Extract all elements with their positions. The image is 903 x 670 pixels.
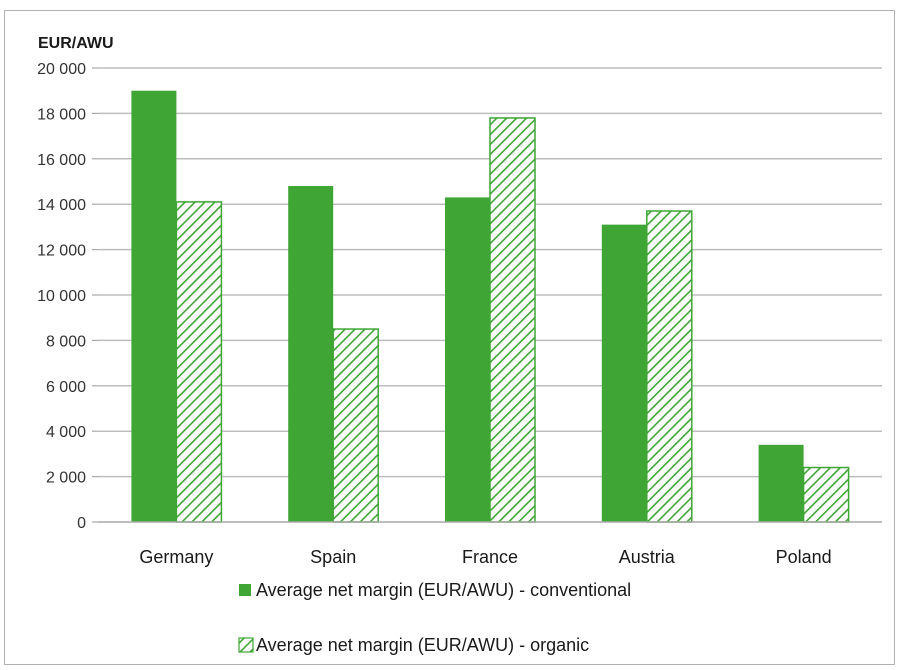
bar-organic-austria (646, 210, 693, 523)
bars (131, 90, 850, 523)
bar-organic-germany (175, 201, 223, 523)
x-axis-category-labels: Germany Spain France Austria Poland (139, 547, 831, 567)
y-tick-label: 16 000 (37, 152, 86, 169)
bar-conventional-germany (131, 90, 177, 522)
y-tick-label: 10 000 (37, 288, 86, 305)
legend-swatch-conventional (239, 584, 251, 596)
bar-conventional-spain (288, 186, 334, 523)
legend-swatch-organic (238, 637, 254, 653)
y-tick-label: 8 000 (46, 333, 86, 350)
y-tick-label: 4 000 (46, 424, 86, 441)
legend-label-conventional: Average net margin (EUR/AWU) - conventio… (256, 580, 631, 600)
bar-conventional-poland (758, 444, 804, 522)
x-tick-label: Germany (139, 547, 213, 567)
x-tick-label: Austria (619, 547, 676, 567)
y-tick-label: 12 000 (37, 243, 86, 260)
bar-conventional-austria (601, 224, 647, 522)
legend-item-conventional: Average net margin (EUR/AWU) - conventio… (239, 580, 631, 600)
y-tick-label: 14 000 (37, 197, 86, 214)
x-tick-label: Poland (776, 547, 832, 567)
legend-label-organic: Average net margin (EUR/AWU) - organic (256, 635, 589, 655)
y-tick-label: 0 (77, 515, 86, 532)
legend-item-organic: Average net margin (EUR/AWU) - organic (238, 635, 589, 655)
y-tick-label: 6 000 (46, 379, 86, 396)
y-tick-label: 2 000 (46, 470, 86, 487)
legend: Average net margin (EUR/AWU) - conventio… (238, 580, 631, 655)
bar-organic-spain (332, 328, 379, 523)
x-tick-label: Spain (310, 547, 356, 567)
bar-conventional-france (445, 197, 490, 522)
x-tick-label: France (462, 547, 518, 567)
y-axis-title: EUR/AWU (38, 35, 114, 52)
bar-organic-poland (802, 466, 850, 523)
y-tick-label: 20 000 (37, 61, 86, 78)
y-axis-ticks: 0 2 000 4 000 6 000 8 000 10 000 12 000 14 000 1… (37, 61, 86, 532)
y-tick-label: 18 000 (37, 106, 86, 123)
bar-organic-france (489, 117, 536, 523)
